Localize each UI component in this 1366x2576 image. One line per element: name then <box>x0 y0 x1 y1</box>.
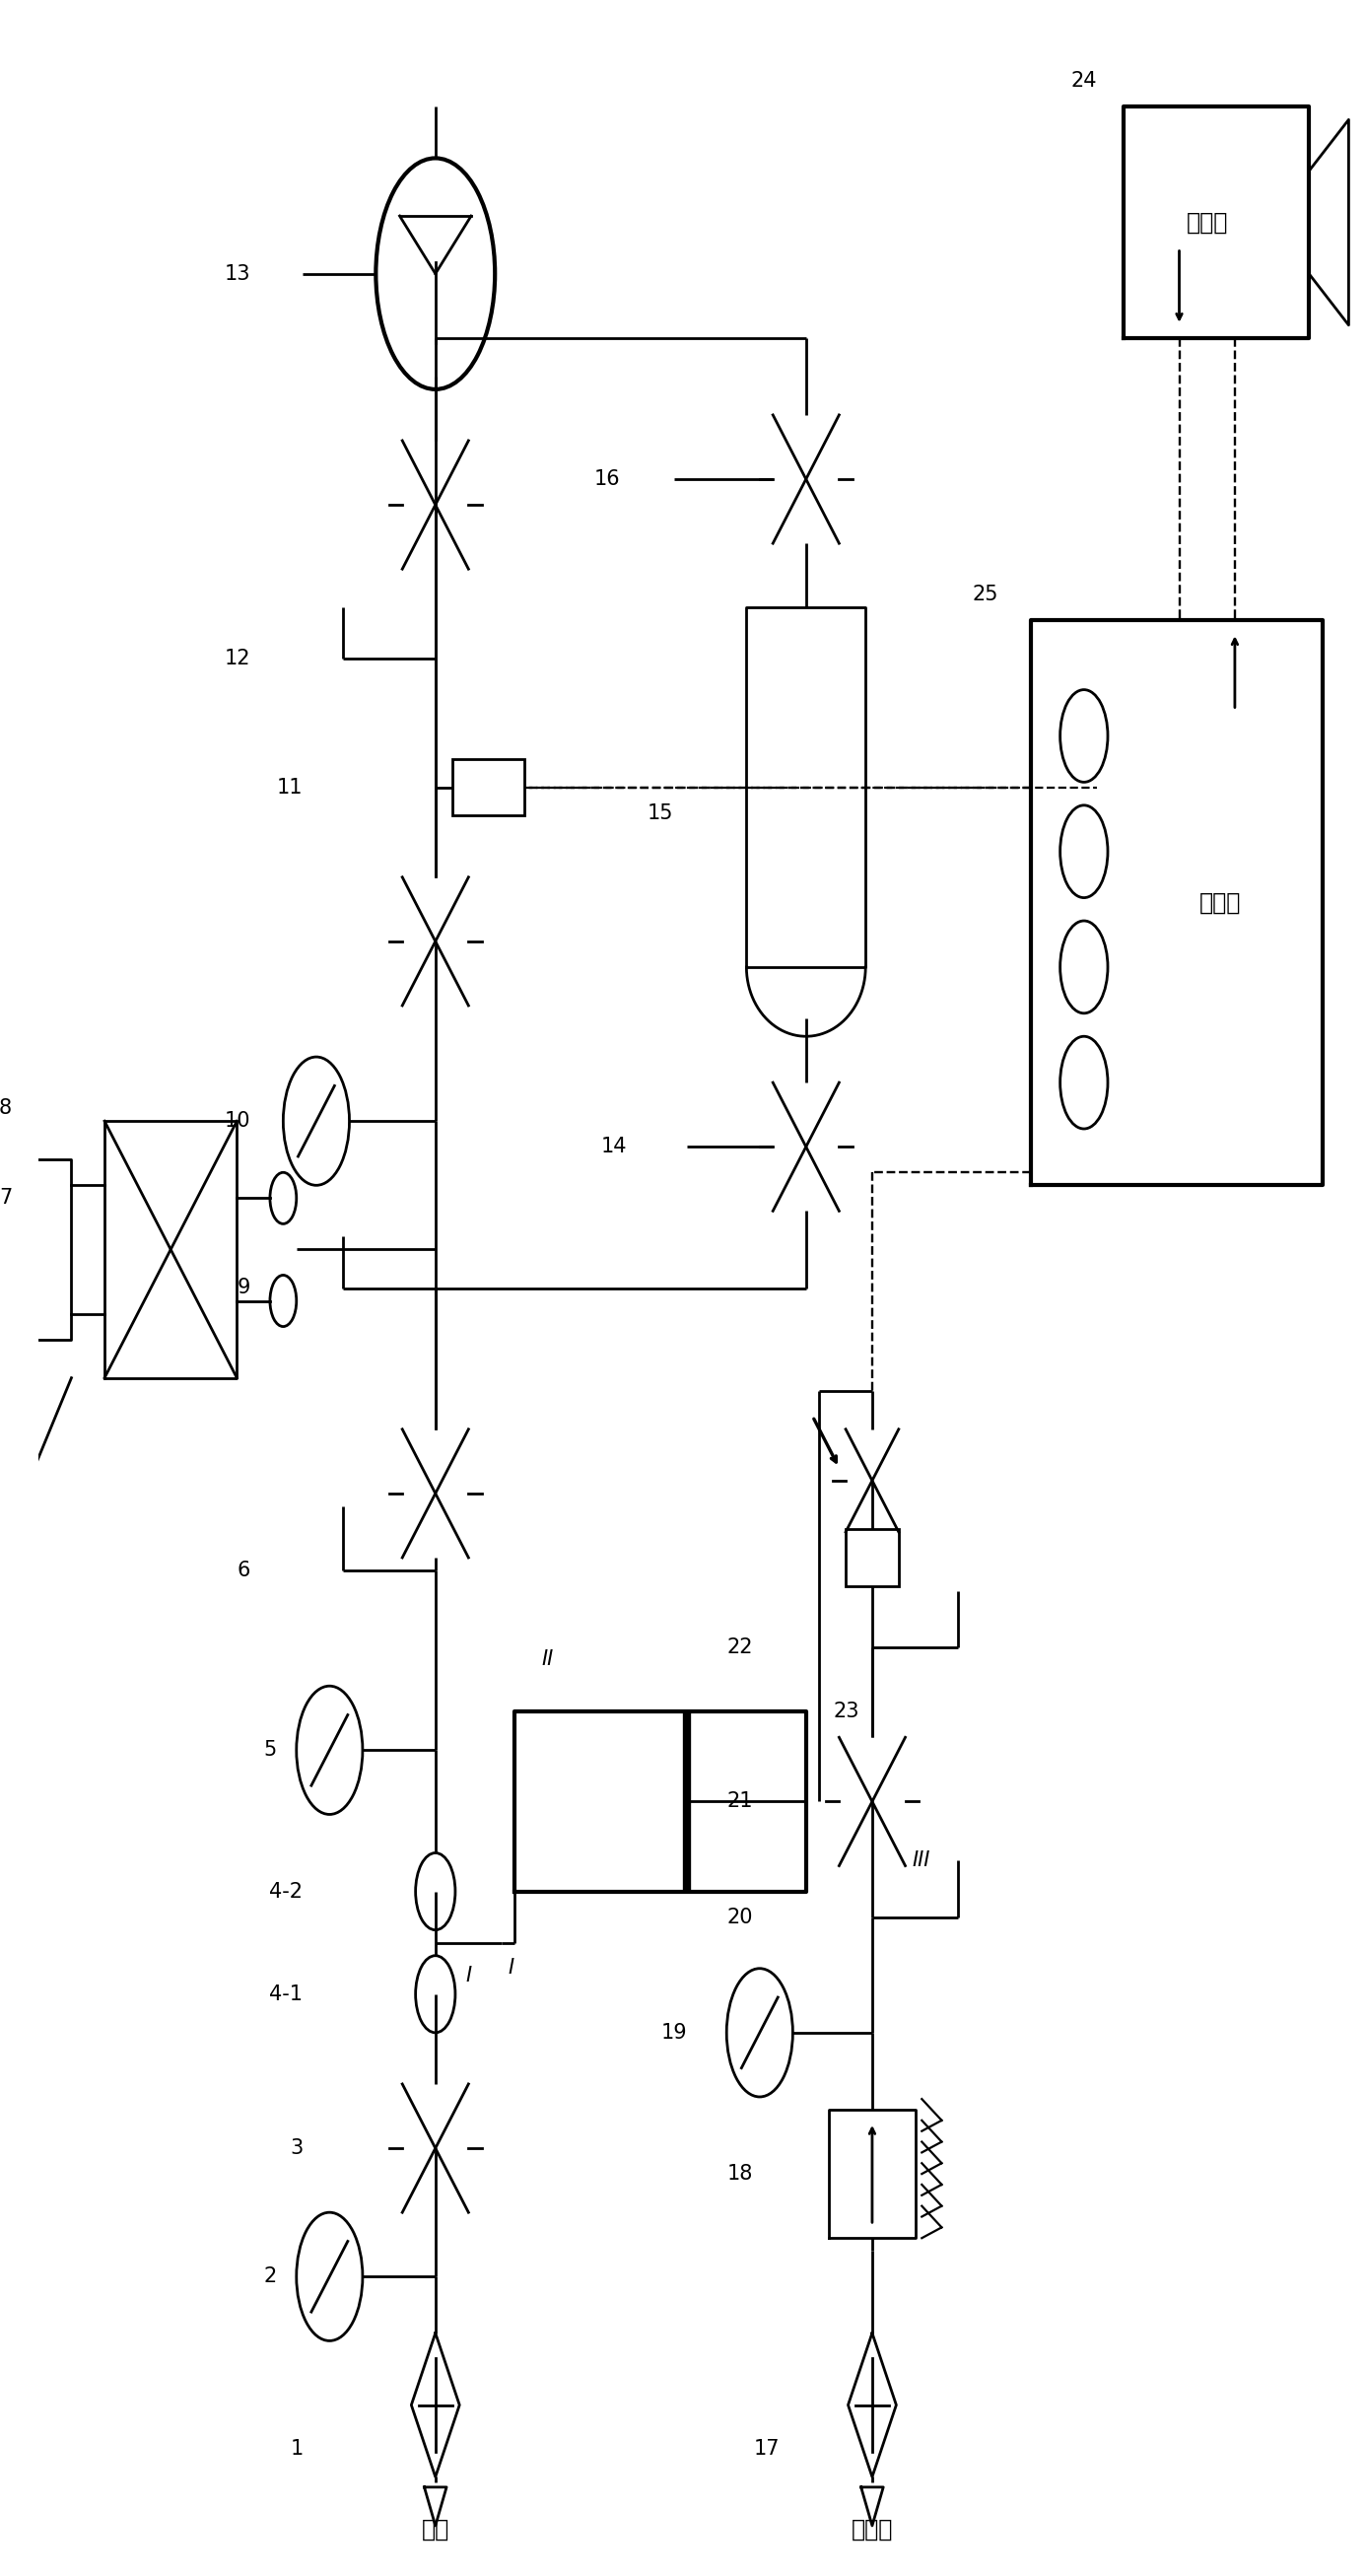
Bar <box>452 760 525 817</box>
Text: 4-2: 4-2 <box>269 1880 303 1901</box>
Text: 4-1: 4-1 <box>269 1984 303 2004</box>
Text: 24: 24 <box>1071 72 1097 90</box>
Text: 2: 2 <box>264 2267 276 2287</box>
Text: 15: 15 <box>647 804 673 822</box>
Text: 压缩气: 压缩气 <box>851 2517 893 2540</box>
Text: III: III <box>912 1850 930 1870</box>
Text: 14: 14 <box>601 1136 627 1157</box>
Text: 20: 20 <box>727 1906 753 1927</box>
Text: I: I <box>508 1958 514 1978</box>
Text: 23: 23 <box>833 1703 859 1721</box>
Text: 控制台: 控制台 <box>1199 891 1242 914</box>
Text: 16: 16 <box>594 469 620 489</box>
Text: 1: 1 <box>290 2439 303 2458</box>
Text: 10: 10 <box>224 1110 250 1131</box>
Text: 18: 18 <box>727 2164 753 2184</box>
Text: 9: 9 <box>236 1278 250 1298</box>
Text: II: II <box>541 1649 553 1669</box>
Text: 8: 8 <box>0 1097 12 1118</box>
Text: 3: 3 <box>290 2138 303 2159</box>
Text: 加热器: 加热器 <box>1186 211 1228 234</box>
Text: I: I <box>466 1965 471 1986</box>
Text: 6: 6 <box>236 1561 250 1579</box>
Text: 氢气: 氢气 <box>422 2517 449 2540</box>
Text: 7: 7 <box>0 1188 12 1208</box>
Text: 17: 17 <box>754 2439 780 2458</box>
Text: 13: 13 <box>224 263 250 283</box>
Text: 12: 12 <box>224 649 250 670</box>
Bar <box>846 1530 899 1587</box>
Text: 21: 21 <box>727 1793 753 1811</box>
Text: 25: 25 <box>971 585 999 605</box>
Text: 19: 19 <box>661 2022 687 2043</box>
Text: 22: 22 <box>727 1638 753 1656</box>
Text: 5: 5 <box>264 1741 276 1759</box>
Text: 11: 11 <box>277 778 303 796</box>
